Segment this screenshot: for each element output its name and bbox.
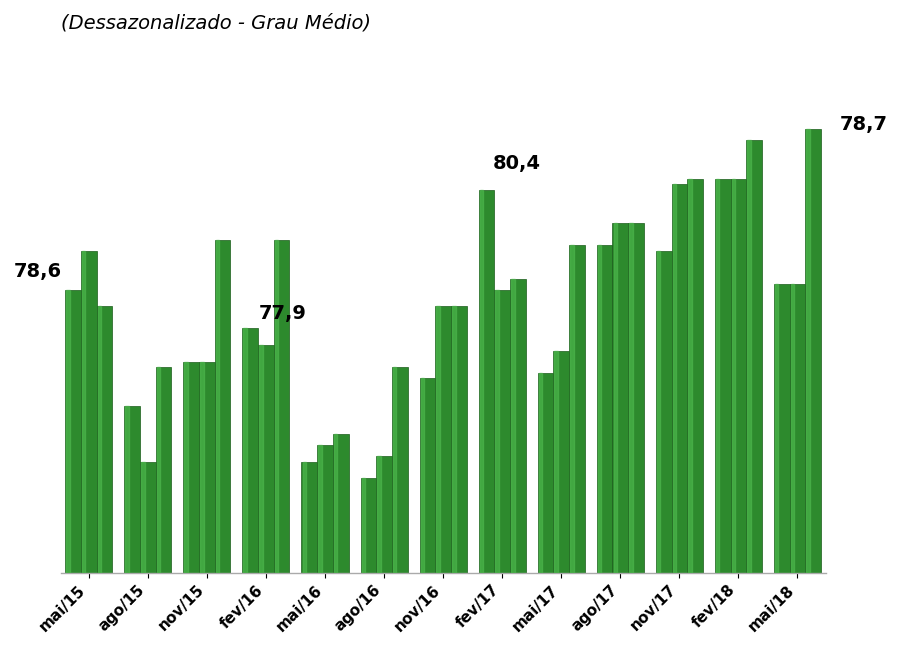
Bar xyxy=(215,240,230,648)
Bar xyxy=(511,279,515,648)
Bar xyxy=(244,329,247,648)
Bar xyxy=(98,307,101,648)
Bar xyxy=(480,190,483,648)
Bar xyxy=(731,179,746,648)
Bar xyxy=(82,251,86,648)
Bar xyxy=(451,307,466,648)
Text: 80,4: 80,4 xyxy=(493,154,541,173)
Bar xyxy=(125,406,129,648)
Bar xyxy=(362,478,365,648)
Bar xyxy=(747,140,751,648)
Bar xyxy=(629,223,633,648)
Bar xyxy=(81,251,96,648)
Bar xyxy=(806,129,810,648)
Bar xyxy=(317,445,333,648)
Bar xyxy=(420,378,424,648)
Bar xyxy=(688,179,692,648)
Bar xyxy=(319,445,321,648)
Bar xyxy=(274,240,290,648)
Bar xyxy=(656,251,671,648)
Bar xyxy=(436,307,440,648)
Bar xyxy=(436,307,451,648)
Bar xyxy=(377,456,381,648)
Bar xyxy=(715,179,731,648)
Bar xyxy=(774,284,789,648)
Bar xyxy=(554,351,558,648)
Bar xyxy=(141,461,145,648)
Bar xyxy=(537,373,554,648)
Bar xyxy=(539,373,542,648)
Bar xyxy=(199,362,215,648)
Bar xyxy=(452,307,455,648)
Bar xyxy=(571,245,573,648)
Bar xyxy=(157,367,160,648)
Text: 78,6: 78,6 xyxy=(14,262,62,281)
Bar xyxy=(628,223,644,648)
Bar xyxy=(96,307,112,648)
Bar xyxy=(494,290,510,648)
Bar xyxy=(258,345,274,648)
Bar xyxy=(184,362,188,648)
Text: 77,9: 77,9 xyxy=(259,304,307,323)
Bar xyxy=(671,184,688,648)
Bar xyxy=(789,284,806,648)
Bar xyxy=(806,129,821,648)
Bar xyxy=(376,456,392,648)
Bar xyxy=(302,461,306,648)
Bar xyxy=(392,367,408,648)
Bar xyxy=(334,434,338,648)
Bar xyxy=(67,290,70,648)
Bar xyxy=(716,179,719,648)
Text: 78,7: 78,7 xyxy=(840,115,887,134)
Bar xyxy=(184,362,199,648)
Bar xyxy=(732,179,735,648)
Bar xyxy=(479,190,494,648)
Bar xyxy=(156,367,171,648)
Bar xyxy=(657,251,661,648)
Bar xyxy=(302,461,317,648)
Text: (Dessazonalizado - Grau Médio): (Dessazonalizado - Grau Médio) xyxy=(60,14,371,33)
Bar xyxy=(200,362,203,648)
Bar xyxy=(333,434,348,648)
Bar xyxy=(554,351,569,648)
Bar xyxy=(393,367,396,648)
Bar xyxy=(419,378,436,648)
Bar xyxy=(65,290,81,648)
Bar xyxy=(510,279,526,648)
Bar xyxy=(612,223,628,648)
Bar xyxy=(124,406,140,648)
Bar xyxy=(791,284,794,648)
Bar xyxy=(274,240,278,648)
Bar xyxy=(242,329,258,648)
Bar xyxy=(598,245,601,648)
Bar xyxy=(216,240,220,648)
Bar xyxy=(672,184,676,648)
Bar xyxy=(495,290,499,648)
Bar xyxy=(140,461,156,648)
Bar xyxy=(597,245,612,648)
Bar xyxy=(688,179,703,648)
Bar xyxy=(746,140,762,648)
Bar xyxy=(259,345,263,648)
Bar xyxy=(775,284,778,648)
Bar xyxy=(569,245,585,648)
Bar xyxy=(614,223,617,648)
Bar xyxy=(361,478,376,648)
